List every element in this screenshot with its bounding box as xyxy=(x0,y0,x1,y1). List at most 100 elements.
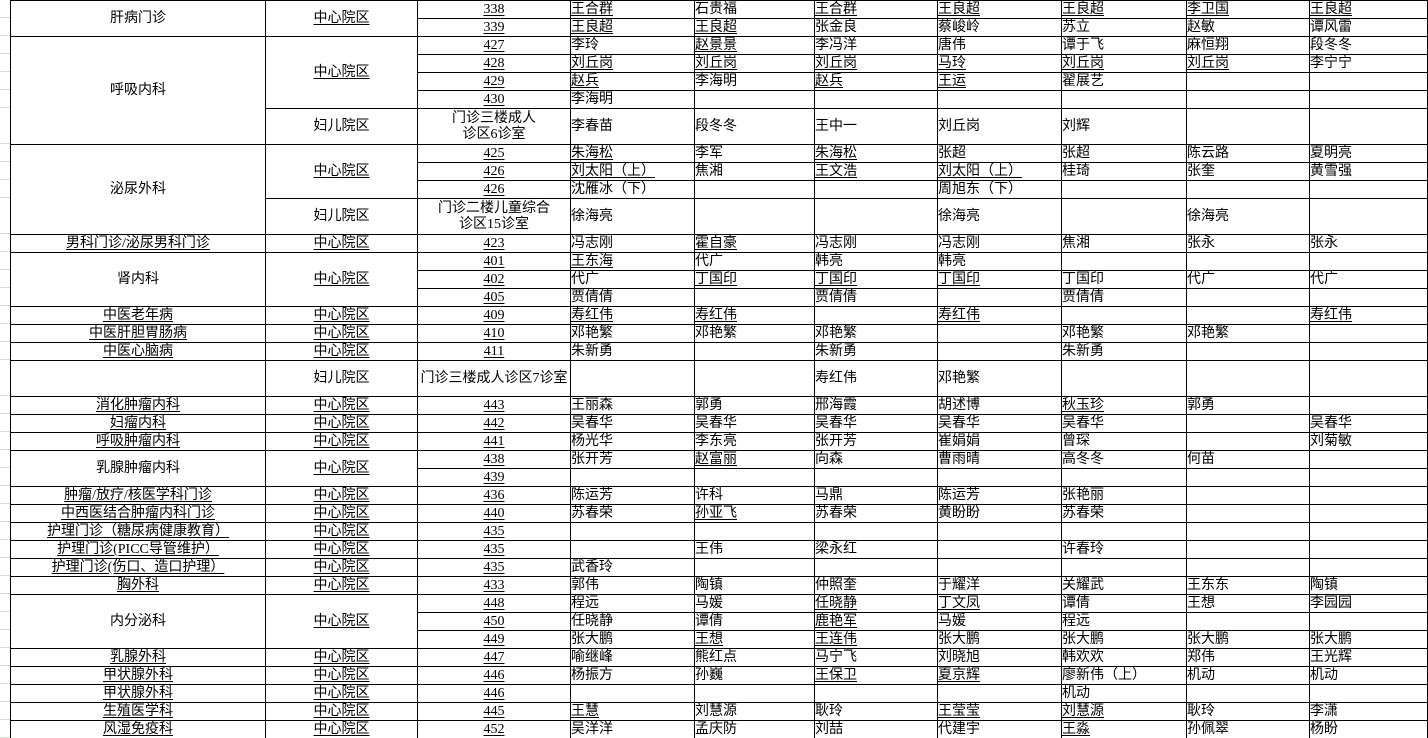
doctor-cell xyxy=(1061,360,1187,397)
doctor-cell: 马宁飞 xyxy=(814,648,938,667)
doctor-cell: 仲照奎 xyxy=(814,576,938,595)
gutter-row-line xyxy=(0,18,10,36)
doctor-cell xyxy=(814,684,938,703)
doctor-cell: 邓艳繁 xyxy=(1061,324,1187,343)
doctor-cell: 孟庆防 xyxy=(694,720,815,738)
gutter-row-line xyxy=(0,180,10,198)
doctor-cell: 蔡峻岭 xyxy=(937,18,1062,37)
gutter-row-line xyxy=(0,720,10,738)
department-cell: 护理门诊(伤口、造口护理） xyxy=(10,558,266,577)
doctor-cell: 王良超 xyxy=(1309,0,1428,19)
doctor-cell: 许科 xyxy=(694,486,815,505)
schedule-table: 肝病门诊 中心院区 338 王合群 石贵福 王合群 王良超 王良超 李卫国 王良超 339 王良超 王良… xyxy=(10,0,1428,738)
gutter-row-line xyxy=(0,630,10,648)
doctor-cell xyxy=(1309,504,1428,523)
doctor-cell: 郑伟 xyxy=(1186,648,1310,667)
campus-cell: 中心院区 xyxy=(265,36,418,109)
doctor-cell: 丁国印 xyxy=(694,270,815,289)
campus-cell: 中心院区 xyxy=(265,252,418,307)
campus-cell: 中心院区 xyxy=(265,234,418,253)
doctor-cell: 贾倩倩 xyxy=(1061,288,1187,307)
campus-cell: 中心院区 xyxy=(265,540,418,559)
room-cell: 438 xyxy=(417,450,571,469)
doctor-cell xyxy=(1061,198,1187,235)
gutter-row-line xyxy=(0,360,10,396)
gutter-row-line xyxy=(0,90,10,108)
doctor-cell: 王淼 xyxy=(1061,720,1187,738)
doctor-cell xyxy=(1309,288,1428,307)
room-cell: 411 xyxy=(417,342,571,361)
doctor-cell: 李玲 xyxy=(570,36,695,55)
doctor-cell xyxy=(694,90,815,109)
gutter-row-line xyxy=(0,522,10,540)
doctor-cell: 张永 xyxy=(1186,234,1310,253)
doctor-cell xyxy=(1309,396,1428,415)
gutter-row-line xyxy=(0,558,10,576)
table-row: 中医心脑病 中心院区 411 朱新勇 朱新勇 朱新勇 xyxy=(10,342,1428,361)
doctor-cell: 张超 xyxy=(1061,144,1187,163)
room-cell: 442 xyxy=(417,414,571,433)
doctor-cell: 朱海松 xyxy=(814,144,938,163)
doctor-cell: 焦湘 xyxy=(1061,234,1187,253)
doctor-cell: 韩欢欢 xyxy=(1061,648,1187,667)
doctor-cell xyxy=(1186,540,1310,559)
doctor-cell: 任晓静 xyxy=(570,612,695,631)
doctor-cell: 刘太阳（上） xyxy=(570,162,695,181)
doctor-cell: 刘辉 xyxy=(1061,108,1187,145)
doctor-cell: 于耀洋 xyxy=(937,576,1062,595)
doctor-cell: 王连伟 xyxy=(814,630,938,649)
doctor-cell xyxy=(937,342,1062,361)
gutter-row-line xyxy=(0,36,10,54)
doctor-cell xyxy=(1186,414,1310,433)
doctor-cell: 朱新勇 xyxy=(1061,342,1187,361)
doctor-cell: 张大鹏 xyxy=(570,630,695,649)
table-row: 中医老年病 中心院区 409 寿红伟 寿红伟 寿红伟 寿红伟 xyxy=(10,306,1428,325)
doctor-cell: 马媛 xyxy=(694,594,815,613)
doctor-cell: 熊红点 xyxy=(694,648,815,667)
doctor-cell xyxy=(1186,108,1310,145)
doctor-cell: 向森 xyxy=(814,450,938,469)
doctor-cell xyxy=(1186,468,1310,487)
doctor-cell: 丁国印 xyxy=(814,270,938,289)
department-cell: 内分泌科 xyxy=(10,594,266,649)
campus-cell: 中心院区 xyxy=(265,576,418,595)
doctor-cell xyxy=(694,198,815,235)
doctor-cell: 曹雨晴 xyxy=(937,450,1062,469)
doctor-cell: 代广 xyxy=(1309,270,1428,289)
room-cell: 427 xyxy=(417,36,571,55)
room-cell: 339 xyxy=(417,18,571,37)
doctor-cell: 程远 xyxy=(1061,612,1187,631)
campus-cell: 中心院区 xyxy=(265,684,418,703)
doctor-cell: 谭倩 xyxy=(1061,594,1187,613)
doctor-cell: 邓艳繁 xyxy=(814,324,938,343)
table-row: 呼吸肿瘤内科 中心院区 441 杨光华 李东亮 张开芳 崔娟娟 曾琛 刘菊敏 xyxy=(10,432,1428,451)
doctor-cell: 张大鹏 xyxy=(1186,630,1310,649)
doctor-cell: 李园园 xyxy=(1309,594,1428,613)
room-cell: 439 xyxy=(417,468,571,487)
doctor-cell: 苏立 xyxy=(1061,18,1187,37)
campus-cell: 中心院区 xyxy=(265,720,418,738)
doctor-cell: 吴春华 xyxy=(1061,414,1187,433)
doctor-cell xyxy=(570,522,695,541)
campus-cell: 中心院区 xyxy=(265,648,418,667)
table-row: 妇儿院区 门诊三楼成人 诊区6诊室 李春苗 段冬冬 王中一 刘丘岗 刘辉 xyxy=(11,108,1428,145)
doctor-cell: 徐海亮 xyxy=(937,198,1062,235)
left-gutter xyxy=(0,0,10,738)
doctor-cell: 冯志刚 xyxy=(570,234,695,253)
department-cell: 生殖医学科 xyxy=(10,702,266,721)
department-cell: 泌尿外科 xyxy=(10,144,266,235)
room-cell: 338 xyxy=(417,0,571,19)
room-cell: 401 xyxy=(417,252,571,271)
campus-cell: 中心院区 xyxy=(265,342,418,361)
doctor-cell xyxy=(570,684,695,703)
department-cell: 风湿免疫科 xyxy=(10,720,266,738)
doctor-cell: 李海明 xyxy=(694,72,815,91)
doctor-cell: 刘喆 xyxy=(814,720,938,738)
doctor-cell: 朱新勇 xyxy=(570,342,695,361)
room-cell: 435 xyxy=(417,540,571,559)
room-cell: 423 xyxy=(417,234,571,253)
table-row: 肾内科 中心院区 401 王东海 代广 韩亮 韩亮 xyxy=(10,252,1428,307)
gutter-row-line xyxy=(0,576,10,594)
campus-cell: 中心院区 xyxy=(265,432,418,451)
doctor-cell xyxy=(1186,504,1310,523)
